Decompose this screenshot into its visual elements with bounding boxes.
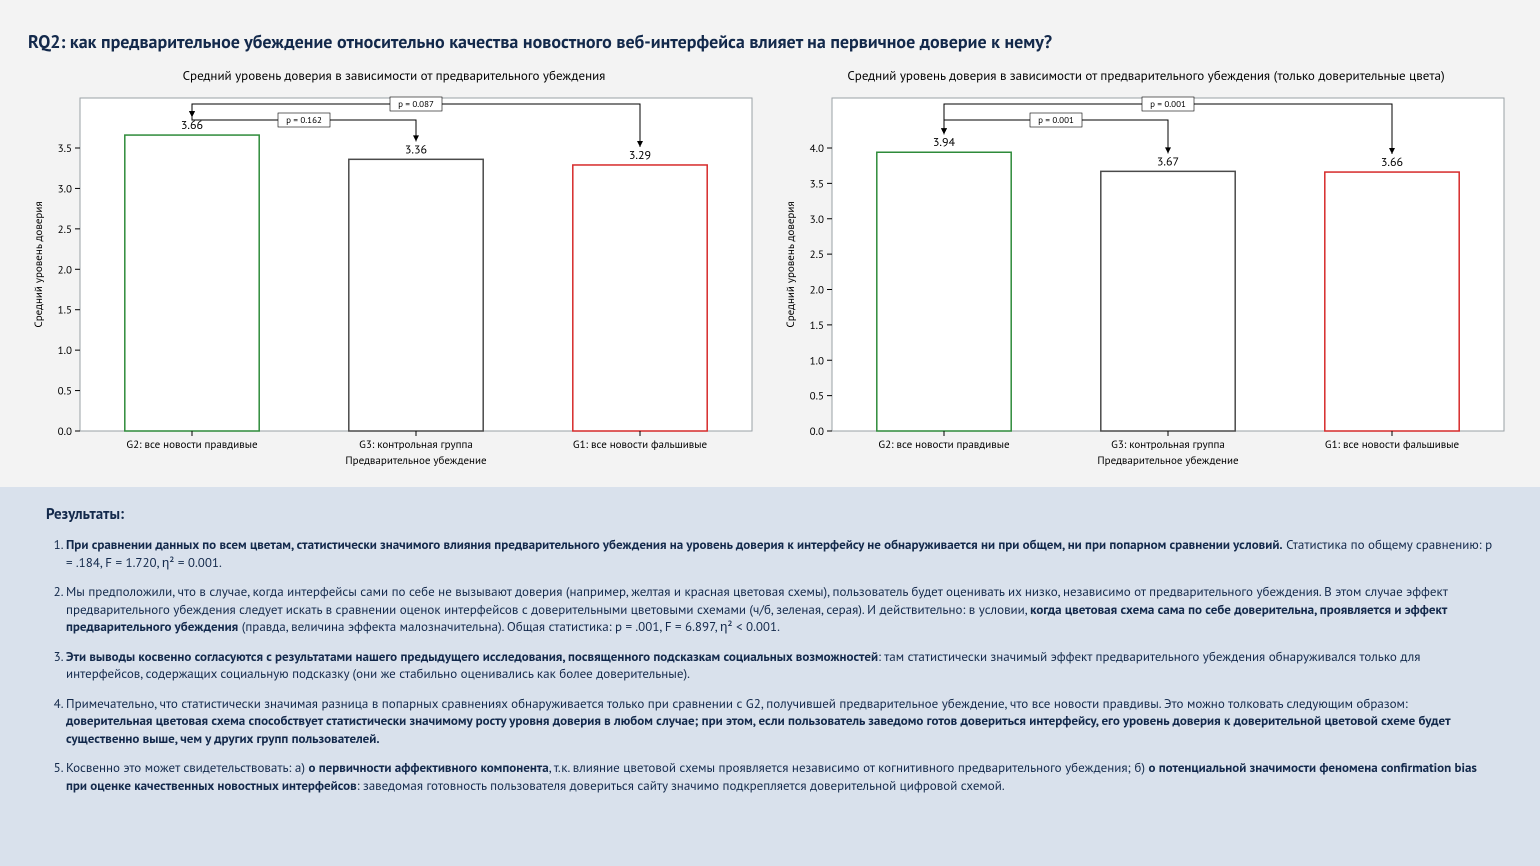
svg-text:0.5: 0.5: [810, 390, 824, 404]
results-heading: Результаты:: [46, 505, 1494, 524]
svg-text:Предварительное убеждение: Предварительное убеждение: [345, 454, 487, 468]
svg-text:Средний уровень доверия: Средний уровень доверия: [32, 201, 46, 327]
chart-right-title: Средний уровень доверия в зависимости от…: [847, 67, 1444, 84]
svg-text:p = 0.087: p = 0.087: [398, 99, 434, 110]
svg-text:3.5: 3.5: [58, 142, 72, 156]
bar-value-label: 3.29: [629, 148, 651, 163]
page-title: RQ2: как предварительное убеждение относ…: [0, 0, 1540, 67]
results-section: Результаты: При сравнении данных по всем…: [0, 487, 1540, 866]
svg-text:G2: все новости правдивые: G2: все новости правдивые: [126, 438, 258, 452]
svg-text:1.0: 1.0: [58, 344, 72, 358]
slide: RQ2: как предварительное убеждение относ…: [0, 0, 1540, 866]
svg-text:0.0: 0.0: [58, 425, 72, 439]
svg-text:2.0: 2.0: [810, 284, 824, 298]
results-item: При сравнении данных по всем цветам, ста…: [66, 536, 1494, 571]
chart-left-svg: 0.0 0.5 1.0 1.5 2.0 2.5 3.0 3.5 Средний уровень …: [28, 88, 760, 477]
svg-text:G1: все новости фальшивые: G1: все новости фальшивые: [1325, 438, 1460, 452]
bar-value-label: 3.36: [405, 142, 427, 157]
bar-value-label: 3.67: [1157, 154, 1179, 169]
results-item: Мы предположили, что в случае, когда инт…: [66, 583, 1494, 636]
charts-row: Средний уровень доверия в зависимости от…: [0, 67, 1540, 487]
svg-text:2.5: 2.5: [58, 223, 72, 237]
svg-text:Предварительное убеждение: Предварительное убеждение: [1097, 454, 1239, 468]
results-list: При сравнении данных по всем цветам, ста…: [46, 536, 1494, 795]
svg-text:0.5: 0.5: [58, 385, 72, 399]
svg-text:1.5: 1.5: [58, 304, 72, 318]
chart-right-svg: 0.0 0.5 1.0 1.5 2.0 2.5 3.0 3.5 4.0 Средний урове…: [780, 88, 1512, 477]
results-item: Примечательно, что статистически значима…: [66, 695, 1494, 748]
bar-value-label: 3.94: [933, 135, 956, 150]
svg-text:1.5: 1.5: [810, 319, 824, 333]
svg-text:2.5: 2.5: [810, 248, 824, 262]
svg-text:1.0: 1.0: [810, 354, 824, 368]
svg-text:3.0: 3.0: [810, 213, 824, 227]
svg-text:p = 0.162: p = 0.162: [286, 115, 322, 126]
bar-value-label: 3.66: [1381, 155, 1403, 170]
svg-text:3.5: 3.5: [810, 177, 824, 191]
svg-text:G3: контрольная группа: G3: контрольная группа: [359, 438, 473, 452]
svg-text:0.0: 0.0: [810, 425, 824, 439]
svg-text:G1: все новости фальшивые: G1: все новости фальшивые: [573, 438, 708, 452]
svg-text:p = 0.001: p = 0.001: [1150, 99, 1186, 110]
results-item: Косвенно это может свидетельствовать: а)…: [66, 759, 1494, 794]
chart-left-title: Средний уровень доверия в зависимости от…: [183, 67, 606, 84]
chart-right-panel: Средний уровень доверия в зависимости от…: [780, 67, 1512, 477]
chart-left-panel: Средний уровень доверия в зависимости от…: [28, 67, 760, 477]
svg-text:G2: все новости правдивые: G2: все новости правдивые: [878, 438, 1010, 452]
svg-text:G3: контрольная группа: G3: контрольная группа: [1111, 438, 1225, 452]
svg-text:3.0: 3.0: [58, 182, 72, 196]
svg-text:2.0: 2.0: [58, 263, 72, 277]
svg-text:p = 0.001: p = 0.001: [1038, 115, 1074, 126]
svg-text:4.0: 4.0: [810, 142, 824, 156]
svg-text:Средний уровень доверия: Средний уровень доверия: [784, 201, 798, 327]
results-item: Эти выводы косвенно согласуются с резуль…: [66, 648, 1494, 683]
